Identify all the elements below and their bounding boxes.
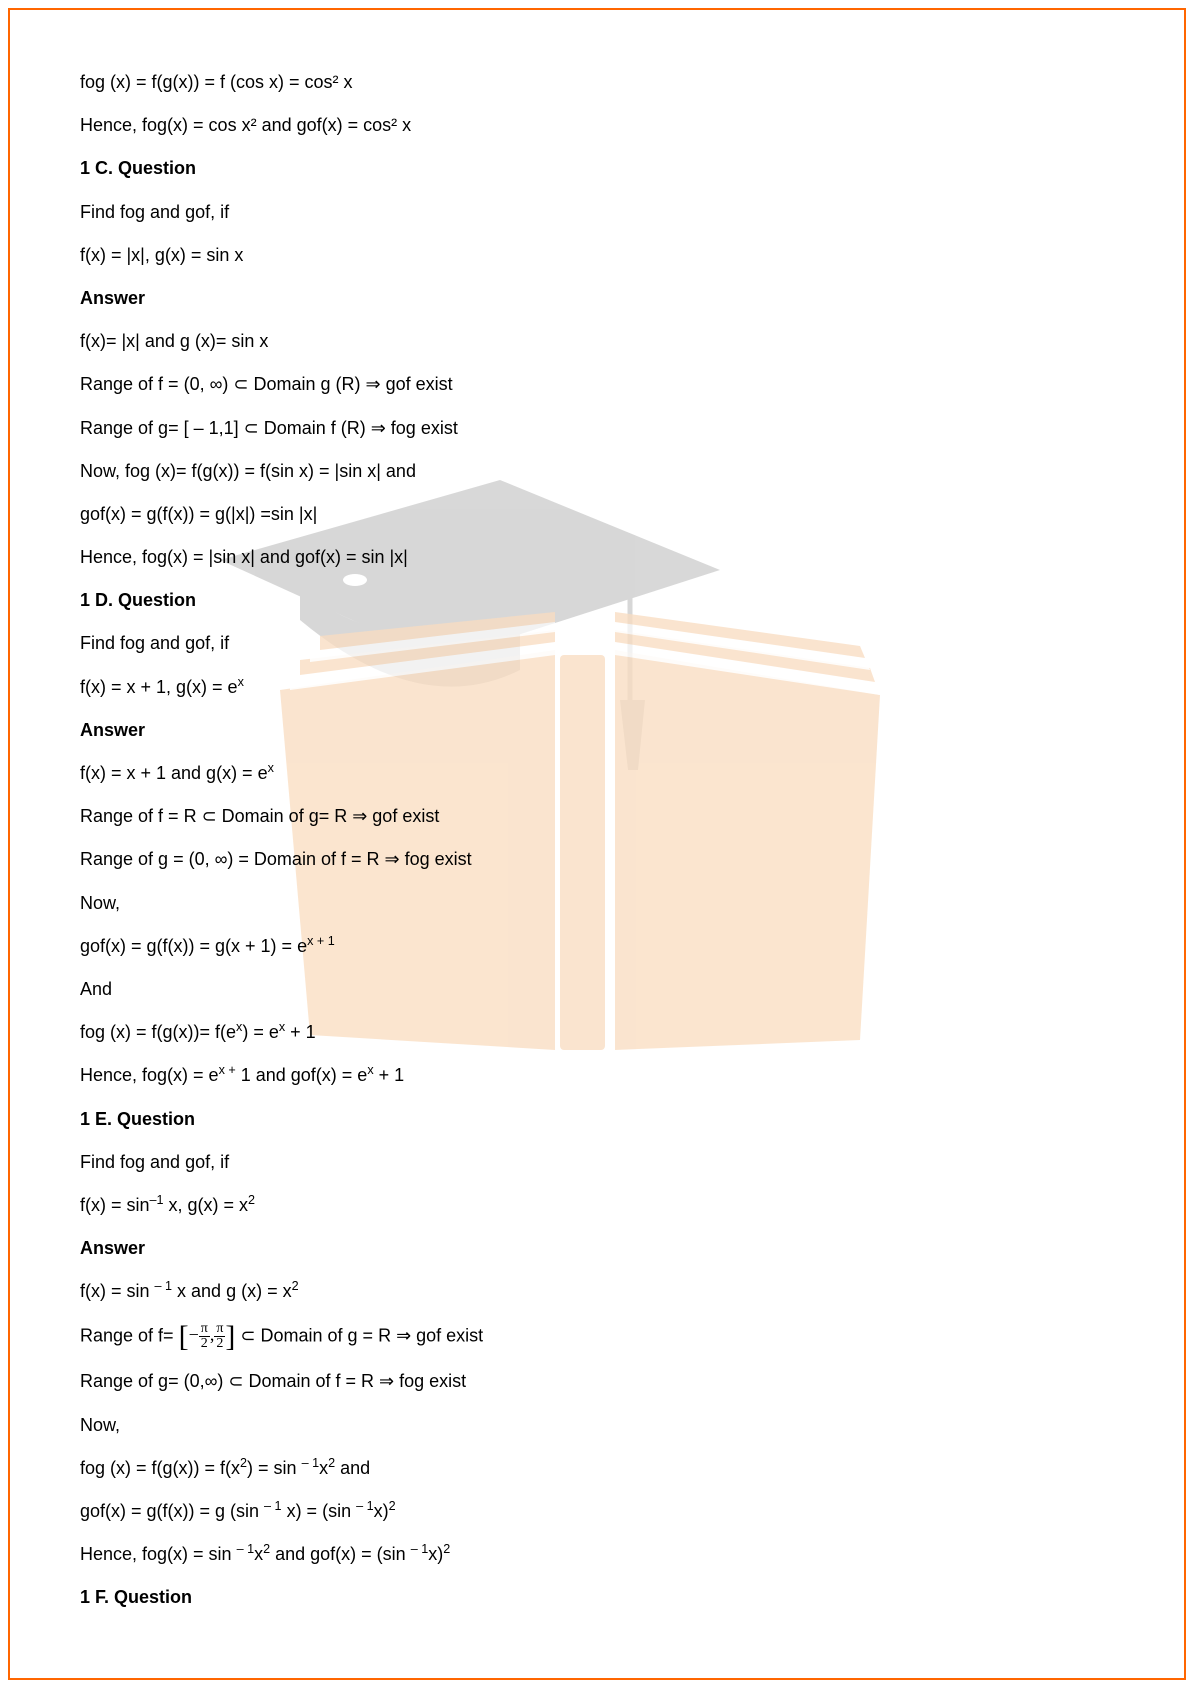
text-line: Hence, fog(x) = cos x² and gof(x) = cos²… — [80, 113, 1114, 138]
question-heading: 1 C. Question — [80, 156, 1114, 181]
text-line: Range of f = R ⊂ Domain of g= R ⇒ gof ex… — [80, 804, 1114, 829]
text-line: Now, — [80, 1413, 1114, 1438]
text-line: f(x) = sin–1 x, g(x) = x2 — [80, 1193, 1114, 1218]
text-line: f(x) = |x|, g(x) = sin x — [80, 243, 1114, 268]
text-line: f(x) = x + 1 and g(x) = ex — [80, 761, 1114, 786]
text-line: Range of f = (0, ∞) ⊂ Domain g (R) ⇒ gof… — [80, 372, 1114, 397]
text-line: Find fog and gof, if — [80, 1150, 1114, 1175]
text-line: Find fog and gof, if — [80, 631, 1114, 656]
text-line: f(x) = sin – 1 x and g (x) = x2 — [80, 1279, 1114, 1304]
text-line: Range of g= [ – 1,1] ⊂ Domain f (R) ⇒ fo… — [80, 416, 1114, 441]
text-line: Now, — [80, 891, 1114, 916]
text-line: Find fog and gof, if — [80, 200, 1114, 225]
text-line: Range of g = (0, ∞) = Domain of f = R ⇒ … — [80, 847, 1114, 872]
question-heading: 1 D. Question — [80, 588, 1114, 613]
text-line: Range of f= [−π2,π2] ⊂ Domain of g = R ⇒… — [80, 1322, 1114, 1351]
text-line: gof(x) = g(f(x)) = g(x + 1) = ex + 1 — [80, 934, 1114, 959]
text-line: fog (x) = f(g(x)) = f (cos x) = cos² x — [80, 70, 1114, 95]
text-line: Hence, fog(x) = |sin x| and gof(x) = sin… — [80, 545, 1114, 570]
text-line: Hence, fog(x) = ex + 1 and gof(x) = ex +… — [80, 1063, 1114, 1088]
question-heading: 1 F. Question — [80, 1585, 1114, 1610]
document-content: fog (x) = f(g(x)) = f (cos x) = cos² x H… — [80, 70, 1114, 1629]
question-heading: 1 E. Question — [80, 1107, 1114, 1132]
text-line: fog (x) = f(g(x)) = f(x2) = sin – 1x2 an… — [80, 1456, 1114, 1481]
interval-expression: [−π2,π2] — [179, 1322, 236, 1351]
text-line: Hence, fog(x) = sin – 1x2 and gof(x) = (… — [80, 1542, 1114, 1567]
answer-heading: Answer — [80, 718, 1114, 743]
text-line: Now, fog (x)= f(g(x)) = f(sin x) = |sin … — [80, 459, 1114, 484]
text-line: gof(x) = g(f(x)) = g (sin – 1 x) = (sin … — [80, 1499, 1114, 1524]
text-line: f(x) = x + 1, g(x) = ex — [80, 675, 1114, 700]
answer-heading: Answer — [80, 286, 1114, 311]
text-line: fog (x) = f(g(x))= f(ex) = ex + 1 — [80, 1020, 1114, 1045]
text-line: Range of g= (0,∞) ⊂ Domain of f = R ⇒ fo… — [80, 1369, 1114, 1394]
text-line: And — [80, 977, 1114, 1002]
answer-heading: Answer — [80, 1236, 1114, 1261]
text-line: f(x)= |x| and g (x)= sin x — [80, 329, 1114, 354]
text-line: gof(x) = g(f(x)) = g(|x|) =sin |x| — [80, 502, 1114, 527]
page-border: fog (x) = f(g(x)) = f (cos x) = cos² x H… — [8, 8, 1186, 1680]
